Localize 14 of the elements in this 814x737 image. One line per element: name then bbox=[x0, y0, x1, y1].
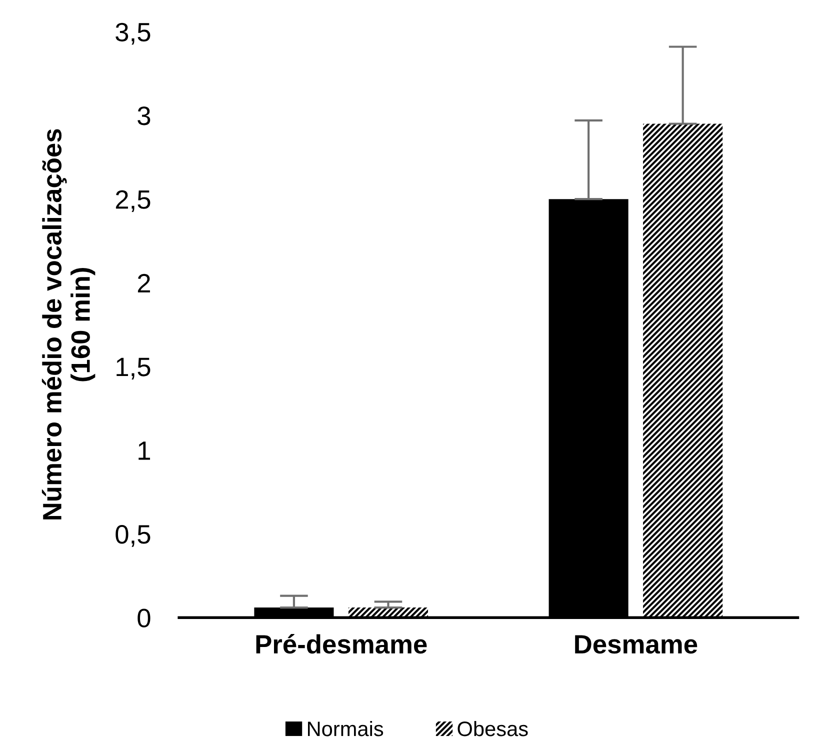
legend-label: Obesas bbox=[458, 720, 528, 736]
legend-label: Normais bbox=[308, 720, 384, 736]
x-tick-label: Desmame bbox=[575, 635, 698, 654]
y-tick-label: 0 bbox=[138, 608, 150, 628]
x-tick-label: Pré-desmame bbox=[256, 634, 427, 654]
y-axis-title: Número médio de vocalizações (160 min) bbox=[42, 129, 96, 520]
y-tick-label: 1,5 bbox=[116, 358, 150, 380]
y-tick-label: 2,5 bbox=[116, 190, 150, 212]
y-tick-label: 3 bbox=[138, 106, 150, 126]
y-tick-label: 0,5 bbox=[116, 525, 150, 547]
y-tick-label: 2 bbox=[138, 274, 150, 292]
y-tick-label: 1 bbox=[138, 442, 150, 460]
y-tick-label: 3,5 bbox=[116, 22, 150, 45]
bar bbox=[643, 124, 723, 618]
